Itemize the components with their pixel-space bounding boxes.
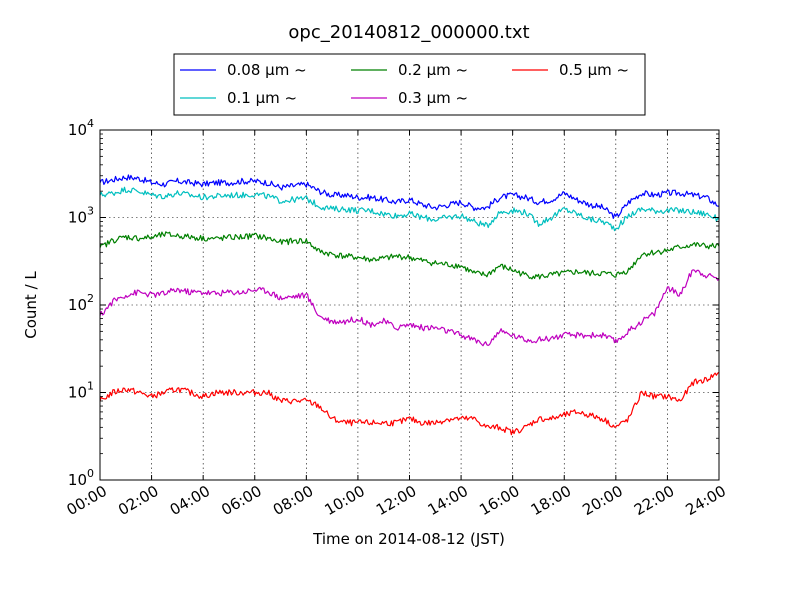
y-tick-label: 103 <box>68 205 94 227</box>
x-tick-label: 20:00 <box>579 482 625 519</box>
x-tick-label: 18:00 <box>528 482 574 519</box>
legend-label: 0.5 μm ~ <box>559 61 629 79</box>
y-tick-label: 101 <box>68 380 94 402</box>
legend-label: 0.1 μm ~ <box>227 89 297 107</box>
series-lines <box>99 174 720 436</box>
x-tick-label: 24:00 <box>683 482 729 519</box>
y-tick-label: 100 <box>68 467 94 489</box>
axis-ticks <box>99 129 720 481</box>
y-tick-label: 104 <box>68 117 94 139</box>
x-tick-labels: 00:00 02:00 04:00 06:00 08:00 10:00 12:00 14:00… <box>64 482 729 519</box>
legend-box <box>173 53 646 116</box>
series-line <box>99 231 720 280</box>
series-line <box>99 174 720 219</box>
chart-title: opc_20140812_000000.txt <box>288 22 529 43</box>
x-tick-label: 02:00 <box>115 482 161 519</box>
grid <box>100 130 719 480</box>
x-tick-label: 16:00 <box>476 482 522 519</box>
y-tick-label: 102 <box>68 292 94 314</box>
series-line <box>99 269 720 347</box>
series-line <box>99 186 720 232</box>
y-axis-label: Count / L <box>22 271 40 339</box>
x-tick-label: 14:00 <box>425 482 471 519</box>
legend: 0.08 μm ~ 0.1 μm ~ 0.2 μm ~ 0.3 μm ~ 0.5 μm … <box>173 53 646 116</box>
legend-label: 0.2 μm ~ <box>398 61 468 79</box>
x-tick-label: 06:00 <box>218 482 264 519</box>
legend-label: 0.08 μm ~ <box>227 61 307 79</box>
x-axis-label: Time on 2014-08-12 (JST) <box>312 530 505 548</box>
x-tick-label: 08:00 <box>270 482 316 519</box>
series-line <box>99 371 720 436</box>
y-tick-labels: 100 101 102 103 104 <box>68 117 94 489</box>
x-tick-label: 22:00 <box>631 482 677 519</box>
x-tick-label: 12:00 <box>373 482 419 519</box>
x-tick-label: 10:00 <box>321 482 367 519</box>
x-tick-label: 04:00 <box>167 482 213 519</box>
legend-label: 0.3 μm ~ <box>398 89 468 107</box>
